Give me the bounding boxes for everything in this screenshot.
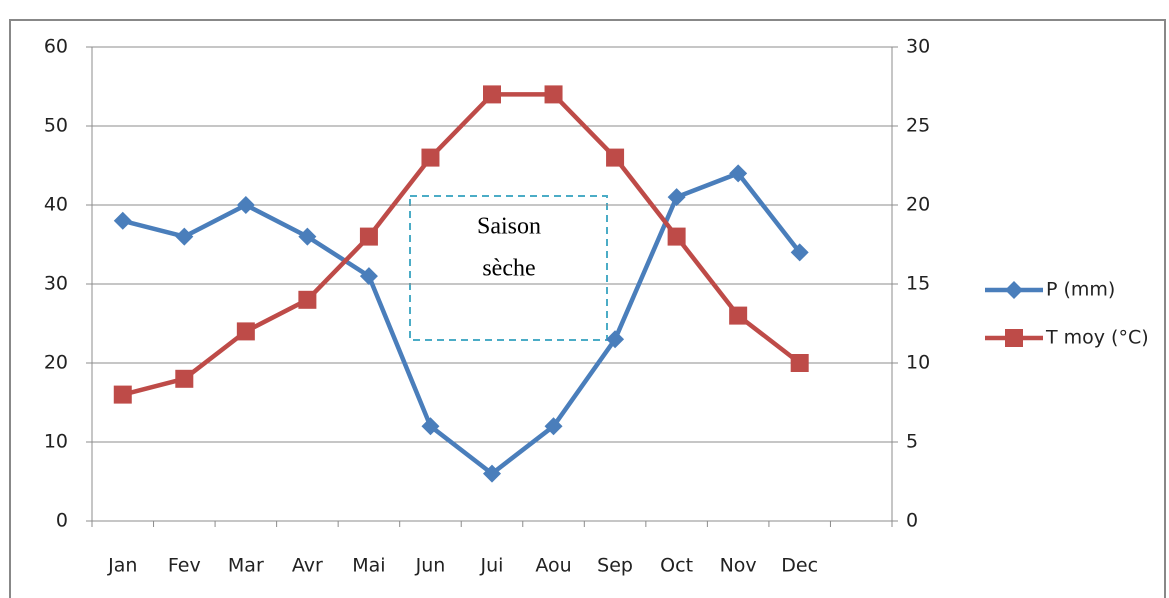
data-point (236, 322, 255, 341)
x-tick-label: Sep (597, 555, 633, 577)
annotation: sèche (482, 256, 535, 282)
y2-tick-label: 0 (906, 510, 918, 532)
y2-tick-label: 5 (906, 431, 918, 453)
x-tick-label: Mar (228, 555, 264, 577)
legend-marker (1005, 281, 1023, 299)
data-point (606, 148, 625, 167)
series-line (122, 171, 802, 476)
data-point (729, 164, 748, 183)
y2-tick-label: 25 (906, 115, 930, 137)
y2-tick-label: 10 (906, 352, 930, 374)
data-point (667, 188, 686, 207)
chart-frame (9, 19, 1166, 598)
y-tick-label: 50 (44, 115, 68, 137)
y2-tick-label: 30 (906, 36, 930, 58)
data-point (421, 148, 440, 167)
x-tick-label: Avr (292, 555, 323, 577)
legend-label: T moy (°C) (1045, 327, 1149, 349)
y-tick-label: 60 (44, 36, 68, 58)
data-point (790, 354, 809, 372)
x-tick-label: Jun (415, 555, 446, 577)
legend-label: P (mm) (1046, 279, 1115, 301)
annotation-box (409, 195, 608, 341)
x-tick-label: Oct (660, 555, 693, 577)
data-point (729, 306, 748, 325)
data-point (298, 290, 317, 309)
y-tick-label: 0 (56, 510, 68, 532)
x-tick-label: Jui (480, 555, 504, 577)
data-point (359, 227, 378, 246)
data-point (175, 369, 194, 388)
y-tick-label: 40 (44, 194, 68, 216)
x-tick-label: Jan (107, 555, 137, 577)
x-tick-label: Fev (168, 555, 201, 577)
x-tick-label: Aou (535, 555, 571, 577)
x-tick-label: Dec (781, 555, 818, 577)
y-tick-label: 10 (44, 431, 68, 453)
data-point (667, 227, 686, 246)
x-tick-label: Mai (352, 555, 385, 577)
data-point (606, 330, 625, 349)
data-point (113, 385, 132, 404)
y2-tick-label: 20 (906, 194, 930, 216)
data-point (298, 227, 317, 246)
y-tick-label: 30 (44, 273, 68, 295)
data-point (790, 243, 809, 262)
data-point (544, 417, 563, 436)
y2-tick-label: 15 (906, 273, 930, 295)
data-point (359, 267, 378, 286)
y-tick-label: 20 (44, 352, 68, 374)
x-tick-label: Nov (720, 555, 757, 577)
data-point (483, 464, 501, 483)
annotation: Saison (477, 214, 541, 240)
data-point (236, 196, 255, 214)
data-point (175, 227, 194, 246)
legend-marker (1005, 329, 1023, 347)
data-point (544, 85, 563, 104)
series-line (122, 92, 802, 397)
data-point (483, 85, 501, 104)
data-point (421, 417, 440, 436)
data-point (113, 211, 132, 230)
